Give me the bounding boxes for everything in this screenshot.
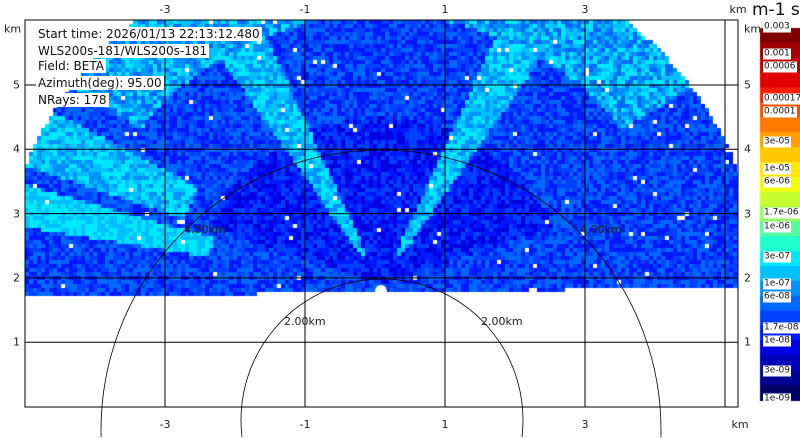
azimuth-label: Azimuth(deg): 95.00 [36, 76, 164, 90]
nrays-label: NRays: 178 [36, 93, 109, 107]
colorbar-tick-label: 0.00017 [763, 93, 800, 105]
y-tick-label-left: 3 [13, 207, 20, 221]
colorbar-tick-label: 3e-09 [763, 365, 791, 377]
y-tick-label-right: 4 [744, 142, 751, 156]
colorbar-tick-label: 0.003 [763, 21, 791, 33]
field-label: Field: BETA [36, 59, 106, 73]
colorbar-tick-label: 1e-06 [763, 221, 791, 233]
y-tick-label-left: 4 [13, 142, 20, 156]
x-tick-label-bottom: -1 [299, 418, 311, 431]
range-ring-label: 4.00km [580, 223, 622, 236]
y-unit-label-left: km [4, 22, 22, 36]
y-tick-label-right: 5 [744, 78, 751, 92]
colorbar-tick-label: 1e-05 [763, 163, 791, 175]
x-tick-label-top: 3 [581, 3, 589, 16]
range-ring-4km [100, 149, 662, 438]
range-ring-label: 2.00km [284, 315, 326, 328]
range-ring-2km [240, 278, 524, 438]
x-unit-label-bottom: km [731, 418, 749, 431]
colorbar-tick-label: 3e-07 [763, 251, 791, 263]
y-tick-label-left: 1 [13, 335, 20, 349]
x-tick-label-bottom: -3 [159, 418, 171, 431]
x-tick-label-bottom: 3 [581, 418, 589, 431]
y-tick-label-right: 3 [744, 207, 751, 221]
x-tick-label-top: -1 [299, 3, 311, 16]
colorbar-tick-label: 1e-08 [763, 335, 791, 347]
x-tick-label-top: 1 [441, 3, 449, 16]
range-ring-label: 4.00km [184, 223, 226, 236]
y-tick-label-left: 2 [13, 271, 20, 285]
x-tick-label-bottom: 1 [441, 418, 449, 431]
y-tick-label-right: 1 [744, 335, 751, 349]
x-tick-label-top: -3 [159, 3, 171, 16]
colorbar-tick-label: 1.7e-08 [763, 322, 800, 334]
colorbar-tick-label: 1e-09 [763, 393, 791, 405]
x-unit-label-top: km [729, 3, 747, 16]
colorbar-tick-label: 0.0006 [763, 61, 797, 73]
colorbar-tick-label: 1e-07 [763, 278, 791, 290]
instrument-label: WLS200s-181/WLS200s-181 [36, 44, 210, 58]
range-ring-label: 2.00km [481, 315, 523, 328]
y-tick-label-right: 2 [744, 271, 751, 285]
y-tick-label-left: 5 [13, 78, 20, 92]
plot-frame [24, 19, 739, 408]
start-time-label: Start time: 2026/01/13 22:13:12.480 [36, 27, 262, 41]
y-unit-label-right: km [744, 22, 762, 36]
colorbar-tick-label: 0.0001 [763, 106, 797, 118]
colorbar-title: m-1 sr-1 [752, 0, 800, 20]
colorbar-tick-label: 6e-08 [763, 291, 791, 303]
colorbar-tick-label: 3e-05 [763, 136, 791, 148]
colorbar-tick-label: 1.7e-06 [763, 207, 800, 219]
colorbar-tick-label: 6e-06 [763, 176, 791, 188]
colorbar-tick-label: 0.001 [763, 48, 791, 60]
